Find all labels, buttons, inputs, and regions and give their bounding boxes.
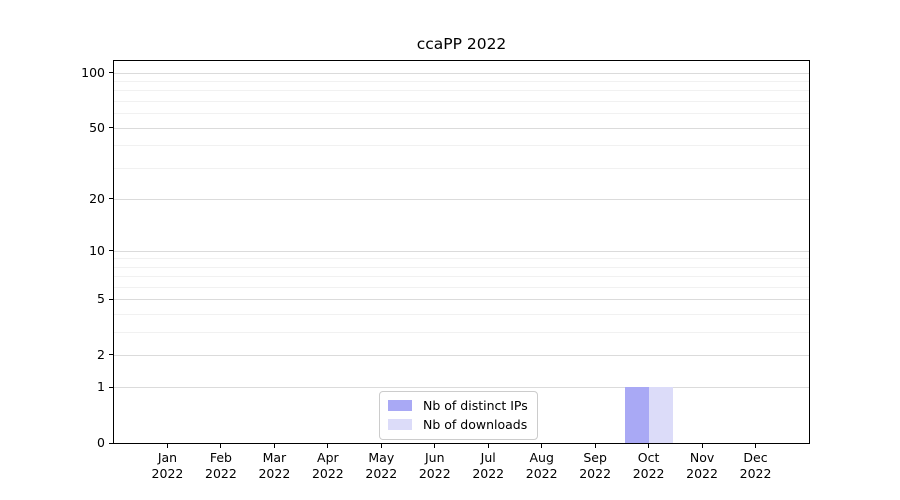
y-tick-mark [109, 386, 113, 388]
gridline-minor [114, 276, 809, 278]
x-tick-mark [166, 444, 168, 448]
x-tick-label: Jun 2022 [418, 450, 451, 481]
y-tick-label: 20 [89, 190, 105, 206]
x-tick-label: Apr 2022 [311, 450, 344, 481]
plot-area [113, 60, 810, 444]
gridline-minor [114, 167, 809, 169]
y-tick-mark [109, 72, 113, 74]
x-tick-label: Feb 2022 [205, 450, 237, 481]
x-tick-mark [701, 444, 703, 448]
y-tick-label: 5 [97, 291, 105, 307]
gridline-major [114, 299, 809, 301]
y-tick-mark [109, 250, 113, 252]
gridline-minor [114, 331, 809, 333]
x-tick-label: Dec 2022 [739, 450, 772, 481]
gridline-minor [114, 266, 809, 268]
legend-swatch-distinct-ips-icon [388, 400, 412, 411]
legend: Nb of distinct IPs Nb of downloads [379, 391, 538, 440]
y-tick-label: 10 [89, 242, 105, 258]
y-tick-label: 2 [97, 346, 105, 362]
gridline-minor [114, 101, 809, 103]
y-tick-label: 0 [97, 435, 105, 450]
y-tick-label: 1 [97, 379, 105, 395]
x-tick-label: Oct 2022 [632, 450, 665, 481]
legend-label-distinct-ips: Nb of distinct IPs [423, 398, 528, 413]
x-tick-mark [380, 444, 382, 448]
x-tick-label: May 2022 [365, 450, 398, 481]
x-tick-mark [541, 444, 543, 448]
bar-downloads-oct [648, 387, 673, 443]
y-tick-mark [109, 354, 113, 356]
x-tick-label: Mar 2022 [258, 450, 291, 481]
x-tick-label: Nov 2022 [686, 450, 718, 481]
legend-item-downloads: Nb of downloads [388, 416, 528, 433]
y-tick-mark [109, 127, 113, 129]
gridline-major [114, 127, 809, 129]
gridline-minor [114, 113, 809, 115]
x-tick-label: Jan 2022 [151, 450, 184, 481]
x-tick-label: Aug 2022 [525, 450, 558, 481]
x-tick-mark [594, 444, 596, 448]
gridline-minor [114, 145, 809, 147]
gridline-minor [114, 258, 809, 260]
gridline-major [114, 387, 809, 389]
y-tick-mark [109, 442, 113, 444]
x-tick-mark [220, 444, 222, 448]
y-tick-label: 100 [81, 64, 105, 80]
gridline-major [114, 72, 809, 74]
x-tick-label: Jul 2022 [472, 450, 505, 481]
x-tick-label: Sep 2022 [579, 450, 612, 481]
gridline-minor [114, 286, 809, 288]
legend-swatch-downloads-icon [388, 419, 412, 430]
gridline-major [114, 250, 809, 252]
y-tick-mark [109, 198, 113, 200]
gridline-major [114, 354, 809, 356]
x-tick-mark [487, 444, 489, 448]
gridline-minor [114, 90, 809, 92]
y-tick-mark [109, 298, 113, 300]
gridline-minor [114, 313, 809, 315]
gridline-minor [114, 81, 809, 83]
x-tick-mark [273, 444, 275, 448]
legend-item-distinct-ips: Nb of distinct IPs [388, 397, 528, 414]
x-tick-mark [434, 444, 436, 448]
legend-label-downloads: Nb of downloads [423, 417, 528, 432]
x-tick-mark [327, 444, 329, 448]
gridline-major [114, 198, 809, 200]
x-tick-mark [648, 444, 650, 448]
chart-title: ccaPP 2022 [416, 35, 507, 53]
y-tick-label: 50 [89, 119, 105, 135]
bar-distinct-ips-oct [624, 387, 649, 443]
x-tick-mark [755, 444, 757, 448]
